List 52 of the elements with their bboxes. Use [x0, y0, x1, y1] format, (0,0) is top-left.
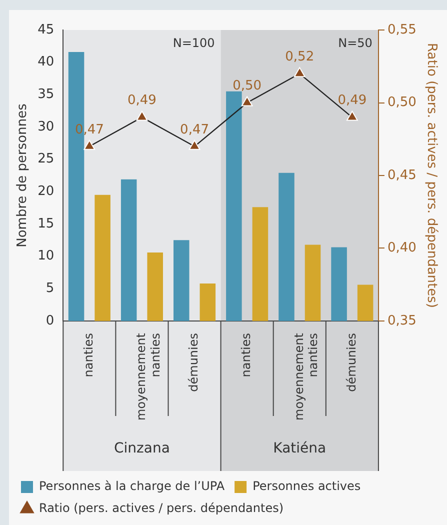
y-tick-label: 45	[38, 22, 54, 38]
bar	[120, 179, 137, 321]
data-label: 0,52	[285, 50, 314, 65]
y2-tick-label: 0,55	[387, 22, 416, 38]
y-tick-label: 10	[38, 248, 54, 264]
point	[188, 140, 200, 150]
annotation: N=100	[172, 36, 215, 50]
bar	[147, 252, 163, 321]
legend-label: Ratio (pers. actives / pers. dépendantes)	[39, 501, 284, 516]
bar	[200, 283, 216, 321]
annotation: N=50	[338, 36, 372, 50]
y2-tick-label: 0,45	[387, 168, 416, 183]
data-label: 0,49	[127, 93, 156, 108]
point	[84, 140, 96, 150]
text: Cinzana	[114, 440, 170, 457]
x-tick-label: nanties	[239, 333, 254, 378]
data-label: 0,47	[180, 122, 209, 138]
x-tick-label: nanties	[82, 333, 96, 378]
y-tick-label: 5	[46, 281, 54, 296]
point	[241, 96, 253, 106]
bar	[357, 284, 374, 321]
y2-tick-label: 0,35	[387, 313, 416, 328]
text: Katiéna	[273, 440, 326, 457]
y-tick-label: 0	[46, 313, 54, 328]
bar	[278, 172, 294, 321]
y-tick-label: 25	[38, 152, 54, 167]
y2-tick-label: 0,40	[387, 240, 416, 256]
bar	[174, 240, 190, 321]
bar	[252, 207, 268, 321]
bar	[304, 244, 321, 321]
y2-tick-label: 0,50	[387, 95, 416, 110]
point	[346, 110, 358, 121]
y2-axis-title: Ratio (pers. actives / pers. dépendantes)	[424, 43, 439, 308]
x-tick-label: démunies	[344, 333, 358, 392]
y-axis-title: Nombre de personnes	[15, 103, 30, 248]
data-label: 0,49	[338, 93, 367, 108]
legend-label: Personnes actives	[252, 479, 361, 494]
point	[294, 67, 306, 78]
bar	[331, 247, 347, 321]
legend-label: Personnes à la charge de l’UPA	[39, 479, 226, 494]
x-tick-label: moyennement nanties	[292, 332, 320, 420]
data-label: 0,50	[232, 78, 262, 94]
x-tick-label: démunies	[186, 333, 201, 392]
y-tick-label: 40	[38, 54, 54, 70]
y-tick-label: 35	[38, 87, 54, 102]
bar	[226, 91, 242, 321]
y-tick-label: 15	[38, 216, 54, 232]
x-tick-label: moyennement nanties	[134, 332, 162, 420]
y-tick-label: 20	[38, 184, 54, 200]
bar	[94, 194, 110, 321]
y-tick-label: 30	[38, 119, 54, 134]
point	[136, 110, 148, 121]
